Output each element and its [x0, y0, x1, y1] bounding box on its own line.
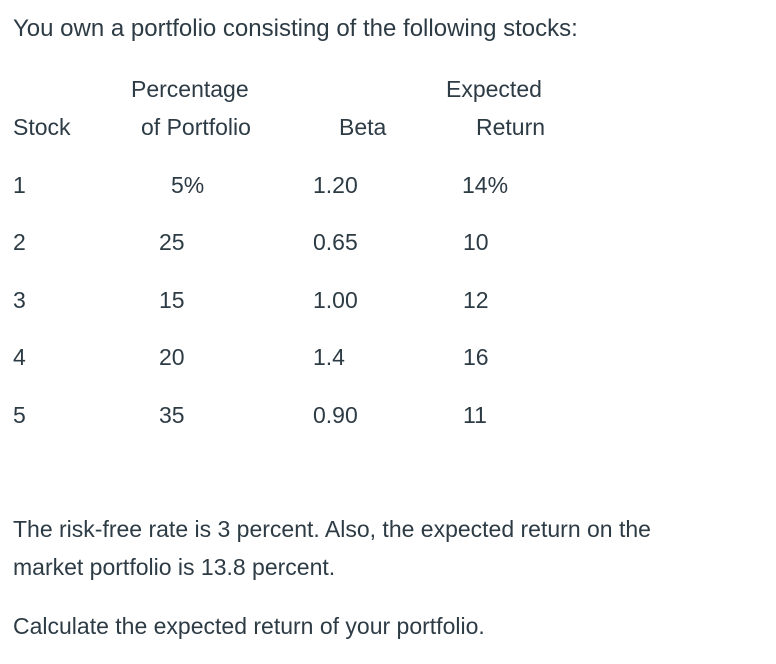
- market-info-line2: market portfolio is 13.8 percent.: [13, 554, 336, 580]
- header-percentage-line1: Percentage: [131, 76, 249, 102]
- cell-stock: 1: [13, 172, 26, 198]
- cell-expected-return: 14%: [462, 172, 509, 198]
- cell-beta: 1.4: [313, 344, 345, 370]
- header-expected-line2: Return: [476, 114, 546, 140]
- cell-beta: 0.90: [313, 402, 358, 428]
- cell-percentage: 25: [159, 229, 185, 255]
- cell-expected-return: 11: [463, 402, 487, 428]
- cell-percentage: 5%: [171, 172, 205, 198]
- cell-stock: 4: [13, 344, 26, 370]
- cell-expected-return: 12: [463, 287, 489, 313]
- header-beta: Beta: [339, 114, 387, 140]
- cell-percentage: 35: [159, 402, 185, 428]
- cell-beta: 0.65: [313, 229, 358, 255]
- cell-expected-return: 16: [463, 344, 489, 370]
- market-info-line1: The risk-free rate is 3 percent. Also, t…: [13, 516, 651, 542]
- cell-stock: 3: [13, 287, 26, 313]
- cell-stock: 2: [13, 229, 26, 255]
- cell-percentage: 15: [159, 287, 185, 313]
- cell-beta: 1.00: [313, 287, 358, 313]
- cell-stock: 5: [13, 402, 26, 428]
- header-stock: Stock: [13, 114, 71, 140]
- intro-text: You own a portfolio consisting of the fo…: [13, 15, 578, 42]
- cell-expected-return: 10: [463, 229, 489, 255]
- question-text: Calculate the expected return of your po…: [13, 613, 485, 639]
- header-percentage-line2: of Portfolio: [141, 114, 251, 140]
- header-expected-line1: Expected: [446, 76, 542, 102]
- cell-percentage: 20: [159, 344, 185, 370]
- cell-beta: 1.20: [313, 172, 358, 198]
